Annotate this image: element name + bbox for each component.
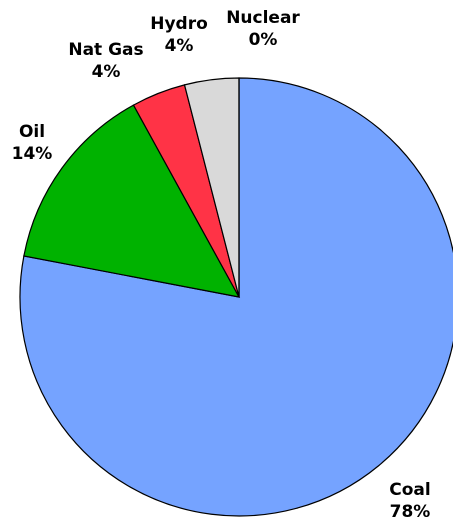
slice-label-value: 4% bbox=[92, 62, 121, 82]
slice-label-value: 4% bbox=[165, 36, 194, 56]
slice-label-value: 78% bbox=[390, 502, 431, 522]
slice-label-value: 0% bbox=[249, 30, 278, 50]
slice-label-name: Nat Gas bbox=[68, 40, 143, 60]
slice-label-name: Hydro bbox=[150, 14, 208, 34]
slice-label-name: Coal bbox=[389, 480, 430, 500]
slice-label-name: Oil bbox=[19, 122, 45, 142]
slice-label-name: Nuclear bbox=[226, 8, 300, 28]
pie-slice bbox=[23, 104, 241, 298]
slice-label-value: 14% bbox=[12, 144, 53, 164]
